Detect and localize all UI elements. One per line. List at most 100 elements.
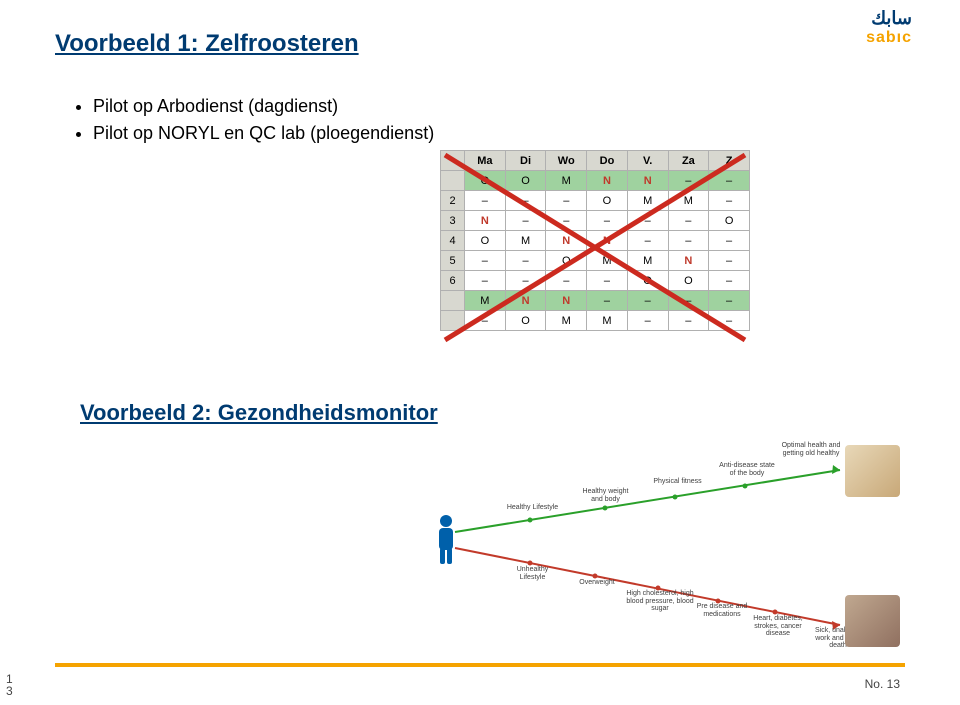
sched-header-cell: Ma — [465, 151, 506, 171]
sched-row-index — [441, 311, 465, 331]
sched-cell: M — [546, 171, 587, 191]
diag-label-good: Healthy Lifestyle — [505, 504, 560, 512]
sched-cell: N — [587, 171, 628, 191]
sched-cell: O — [627, 271, 668, 291]
brand-top-text: سابك — [866, 8, 912, 29]
schedule-table-figure: MaDiWoDoV.ZaZOOMNN––2–––OMM–3N–––––O4OMN… — [440, 150, 750, 345]
sched-row-index: 6 — [441, 271, 465, 291]
sched-cell: M — [505, 231, 546, 251]
diag-label-bad: Unhealthy Lifestyle — [505, 566, 560, 581]
page-number: No. 13 — [865, 677, 900, 691]
sched-row-index: 2 — [441, 191, 465, 211]
sched-cell: – — [668, 171, 709, 191]
sched-cell: – — [709, 231, 750, 251]
sched-cell: – — [587, 211, 628, 231]
bullet-list: Pilot op Arbodienst (dagdienst) Pilot op… — [75, 90, 434, 150]
sched-cell: – — [587, 271, 628, 291]
sched-cell: – — [465, 311, 506, 331]
sched-cell: – — [505, 251, 546, 271]
diag-label-good: Healthy weight and body — [578, 488, 633, 503]
sched-cell: N — [465, 211, 506, 231]
health-diagram: Healthy Lifestyle Healthy weight and bod… — [400, 440, 900, 650]
sched-cell: – — [668, 291, 709, 311]
sched-cell: M — [587, 311, 628, 331]
sched-cell: M — [465, 291, 506, 311]
sched-cell: N — [587, 231, 628, 251]
sched-cell: – — [465, 191, 506, 211]
heading-example-1: Voorbeeld 1: Zelfroosteren — [55, 30, 359, 58]
diagram-lines — [400, 440, 900, 650]
sched-cell: – — [587, 291, 628, 311]
sched-row-index — [441, 291, 465, 311]
sched-cell: N — [546, 291, 587, 311]
sched-header-cell: Za — [668, 151, 709, 171]
sched-cell: – — [627, 311, 668, 331]
diag-label-bad: Overweight — [572, 579, 622, 587]
sched-header-cell: Wo — [546, 151, 587, 171]
slide: سابك sabıc Voorbeeld 1: Zelfroosteren Pi… — [0, 0, 960, 705]
sched-cell: O — [465, 171, 506, 191]
bullet-item: Pilot op NORYL en QC lab (ploegendienst) — [93, 123, 434, 144]
sched-cell: – — [668, 311, 709, 331]
sched-cell: O — [709, 211, 750, 231]
sched-cell: – — [627, 231, 668, 251]
heading-example-2: Voorbeeld 2: Gezondheidsmonitor — [80, 400, 438, 426]
sched-cell: O — [668, 271, 709, 291]
sched-cell: N — [505, 291, 546, 311]
sched-cell: M — [627, 191, 668, 211]
sched-cell: – — [465, 251, 506, 271]
diag-label-good: Optimal health and getting old healthy — [780, 442, 842, 457]
diag-label-bad: High cholesterol, high blood pressure, b… — [625, 590, 695, 613]
sched-row-index: 4 — [441, 231, 465, 251]
brand-logo: سابك sabıc — [866, 8, 912, 47]
sched-cell: M — [587, 251, 628, 271]
diag-label-good: Anti-disease state of the body — [718, 462, 776, 477]
sched-cell: O — [505, 171, 546, 191]
diag-label-bad: Pre disease and medications — [693, 603, 751, 618]
sched-row-index: 5 — [441, 251, 465, 271]
sched-cell: – — [709, 291, 750, 311]
sched-header-cell: Z — [709, 151, 750, 171]
diag-label-bad: Heart, diabetes, strokes, cancer disease — [748, 615, 808, 638]
sched-cell: – — [546, 271, 587, 291]
sched-cell: – — [709, 171, 750, 191]
sched-cell: – — [505, 271, 546, 291]
sched-cell: – — [546, 191, 587, 211]
sched-cell: M — [546, 311, 587, 331]
sched-cell: O — [505, 311, 546, 331]
sched-cell: – — [709, 251, 750, 271]
sched-cell: – — [505, 191, 546, 211]
sched-header-cell — [441, 151, 465, 171]
sched-cell: – — [709, 271, 750, 291]
bullet-item: Pilot op Arbodienst (dagdienst) — [93, 96, 434, 117]
sched-cell: N — [627, 171, 668, 191]
sched-cell: O — [465, 231, 506, 251]
sched-cell: O — [546, 251, 587, 271]
schedule-table: MaDiWoDoV.ZaZOOMNN––2–––OMM–3N–––––O4OMN… — [440, 150, 750, 331]
face-thumbnail-healthy — [845, 445, 900, 497]
sched-cell: – — [505, 211, 546, 231]
sched-cell: – — [709, 311, 750, 331]
sched-cell: – — [465, 271, 506, 291]
sched-row-index — [441, 171, 465, 191]
sched-cell: – — [627, 291, 668, 311]
sched-header-cell: Di — [505, 151, 546, 171]
sched-row-index: 3 — [441, 211, 465, 231]
sched-cell: M — [668, 191, 709, 211]
sched-cell: M — [627, 251, 668, 271]
sched-header-cell: Do — [587, 151, 628, 171]
face-thumbnail-unhealthy — [845, 595, 900, 647]
footer-accent-bar — [55, 663, 905, 667]
sched-header-cell: V. — [627, 151, 668, 171]
sched-cell: – — [709, 191, 750, 211]
side-number: 13 — [6, 673, 13, 697]
brand-bottom-text: sabıc — [866, 29, 912, 47]
sched-cell: O — [587, 191, 628, 211]
sched-cell: – — [668, 211, 709, 231]
diag-label-good: Physical fitness — [650, 478, 705, 486]
sched-cell: – — [668, 231, 709, 251]
sched-cell: – — [627, 211, 668, 231]
sched-cell: N — [546, 231, 587, 251]
sched-cell: N — [668, 251, 709, 271]
sched-cell: – — [546, 211, 587, 231]
